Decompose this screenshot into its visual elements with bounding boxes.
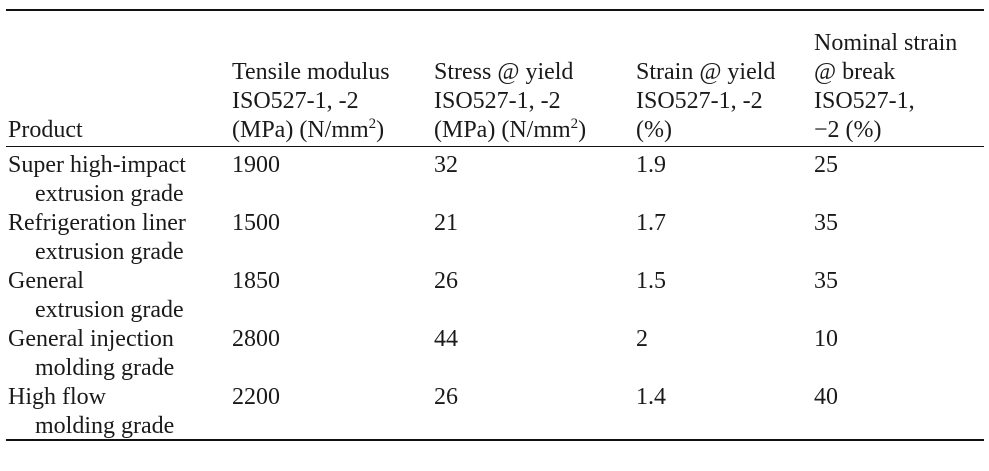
cell-tensile-modulus: 1850 xyxy=(232,268,280,294)
header-tensile-modulus: Tensile modulus ISO527-1, -2 (MPa) (N/mm… xyxy=(232,59,390,144)
cell-stress-yield: 26 xyxy=(434,268,458,294)
cell-tensile-modulus: 1900 xyxy=(232,152,280,178)
cell-product: High flow molding grade xyxy=(8,384,175,439)
table-bottom-rule xyxy=(6,439,984,441)
cell-product: Super high-impact extrusion grade xyxy=(8,152,186,207)
cell-strain-yield: 1.9 xyxy=(636,152,666,178)
cell-nominal-strain-break: 35 xyxy=(814,268,838,294)
table-row: Refrigeration liner extrusion grade 1500… xyxy=(6,205,984,265)
cell-product: General extrusion grade xyxy=(8,268,184,323)
cell-strain-yield: 2 xyxy=(636,326,648,352)
table-header-rule xyxy=(6,146,984,147)
table-row: General extrusion grade 1850 26 1.5 35 xyxy=(6,263,984,323)
cell-stress-yield: 44 xyxy=(434,326,458,352)
cell-tensile-modulus: 2800 xyxy=(232,326,280,352)
header-strain-yield: Strain @ yield ISO527-1, -2 (%) xyxy=(636,59,776,143)
cell-nominal-strain-break: 35 xyxy=(814,210,838,236)
table-top-rule xyxy=(6,9,984,11)
cell-strain-yield: 1.4 xyxy=(636,384,666,410)
cell-strain-yield: 1.5 xyxy=(636,268,666,294)
cell-product: General injection molding grade xyxy=(8,326,175,381)
cell-nominal-strain-break: 25 xyxy=(814,152,838,178)
data-table: Product Tensile modulus ISO527-1, -2 (MP… xyxy=(6,9,984,441)
cell-strain-yield: 1.7 xyxy=(636,210,666,236)
cell-stress-yield: 26 xyxy=(434,384,458,410)
cell-stress-yield: 32 xyxy=(434,152,458,178)
table-body: Super high-impact extrusion grade 1900 3… xyxy=(6,147,984,439)
cell-product: Refrigeration liner extrusion grade xyxy=(8,210,186,265)
header-stress-yield-unit: (MPa) (N/mm2) xyxy=(434,116,587,144)
cell-nominal-strain-break: 10 xyxy=(814,326,838,352)
cell-tensile-modulus: 1500 xyxy=(232,210,280,236)
table-row: Super high-impact extrusion grade 1900 3… xyxy=(6,147,984,207)
cell-nominal-strain-break: 40 xyxy=(814,384,838,410)
header-nominal-strain-break: Nominal strain @ break ISO527-1, −2 (%) xyxy=(814,30,958,143)
header-tensile-modulus-unit: (MPa) (N/mm2) xyxy=(232,116,385,144)
table-row: High flow molding grade 2200 26 1.4 40 xyxy=(6,379,984,439)
cell-stress-yield: 21 xyxy=(434,210,458,236)
table-row: General injection molding grade 2800 44 … xyxy=(6,321,984,381)
header-product: Product xyxy=(8,117,83,143)
table-header-row: Product Tensile modulus ISO527-1, -2 (MP… xyxy=(6,11,984,146)
header-stress-yield: Stress @ yield ISO527-1, -2 (MPa) (N/mm2… xyxy=(434,59,587,144)
cell-tensile-modulus: 2200 xyxy=(232,384,280,410)
